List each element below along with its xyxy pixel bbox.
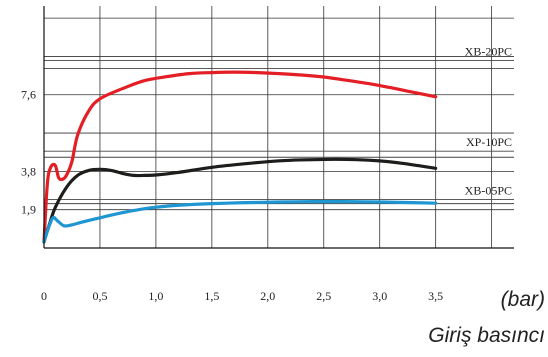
chart-grid	[44, 6, 514, 248]
series-line	[42, 157, 438, 244]
x-tick-label: 2,0	[260, 289, 275, 303]
x-tick-label: 2,5	[316, 289, 331, 303]
y-tick-label: 3,8	[21, 164, 36, 178]
y-tick-label: 1,9	[21, 203, 36, 217]
chart-axes	[43, 6, 514, 249]
x-tick-label: 0	[41, 289, 47, 303]
series-lines	[42, 70, 438, 244]
reference-lines: XB-20PC XP-10PC XB-05PC	[44, 44, 514, 205]
series-line	[42, 70, 438, 244]
tick-labels: 0 0,5 1,0 1,5 2,0 2,5 3,0 3,5 1,9 3,8 7,6	[21, 88, 443, 303]
x-tick-label: 3,0	[372, 289, 387, 303]
reference-line-label: XB-20PC	[465, 44, 512, 58]
series-line	[42, 199, 438, 244]
x-tick-label: 3,5	[428, 289, 443, 303]
reference-line-label: XP-10PC	[466, 135, 512, 149]
x-axis-unit: (bar)	[501, 288, 545, 311]
x-tick-label: 1,5	[204, 289, 219, 303]
y-tick-label: 7,6	[21, 88, 36, 102]
x-tick-label: 0,5	[92, 289, 107, 303]
x-tick-label: 1,0	[148, 289, 163, 303]
x-axis-title: Giriş basıncı	[428, 324, 545, 347]
reference-line-label: XB-05PC	[465, 184, 512, 198]
